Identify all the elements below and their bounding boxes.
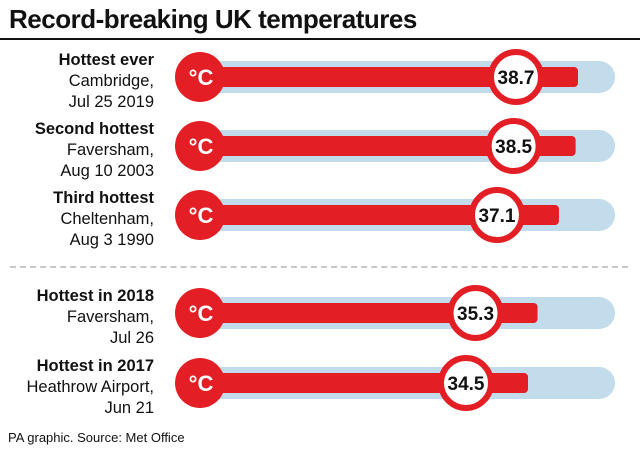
value-marker [447,285,504,341]
mercury-bar [200,136,576,156]
value-label: 38.5 [495,137,532,158]
value-marker [438,355,494,411]
chart-title: Record-breaking UK temperatures [9,4,417,34]
value-label: 34.5 [448,374,485,395]
record-date: Jul 25 2019 [68,93,154,111]
record-heading: Hottest in 2018 [36,287,154,305]
record-location: Heathrow Airport, [26,378,154,396]
record-label-third-hottest: Third hottest Cheltenham, Aug 3 1990 [6,188,154,251]
title-rule [0,38,640,40]
record-location: Cambridge, [68,72,154,90]
record-date: Jul 26 [109,329,154,347]
thermometer-bulb [175,288,225,338]
unit-label: °C [189,203,214,228]
section-divider [10,266,628,268]
record-heading: Hottest in 2017 [36,357,154,375]
record-date: Aug 10 2003 [60,162,154,180]
thermometer-bulb [175,52,225,102]
mercury-bar [200,205,559,225]
value-marker [485,118,542,174]
value-marker [488,49,544,105]
unit-label: °C [189,371,214,396]
unit-label: °C [189,301,214,326]
record-label-hottest-ever: Hottest ever Cambridge, Jul 25 2019 [6,50,154,113]
record-label-hottest-2017: Hottest in 2017 Heathrow Airport, Jun 21 [6,356,154,419]
value-label: 38.7 [498,68,535,89]
record-location: Cheltenham, [60,210,154,228]
unit-label: °C [189,65,214,90]
record-date: Aug 3 1990 [69,231,154,249]
record-location: Faversham, [66,308,154,326]
record-heading: Second hottest [34,120,154,138]
unit-label: °C [189,134,214,159]
value-marker [468,187,525,243]
value-label: 37.1 [478,206,515,227]
record-label-second-hottest: Second hottest Faversham, Aug 10 2003 [6,119,154,182]
record-heading: Hottest ever [58,51,154,69]
thermometer-bulb [175,358,225,408]
record-location: Faversham, [66,141,154,159]
mercury-bar [200,67,578,87]
value-label: 35.3 [457,304,494,325]
record-date: Jun 21 [104,399,154,417]
source-note: PA graphic. Source: Met Office [8,430,185,445]
record-heading: Third hottest [53,189,154,207]
thermometer-bulb [175,190,225,240]
record-label-hottest-2018: Hottest in 2018 Faversham, Jul 26 [6,286,154,349]
thermometer-bulb [175,121,225,171]
